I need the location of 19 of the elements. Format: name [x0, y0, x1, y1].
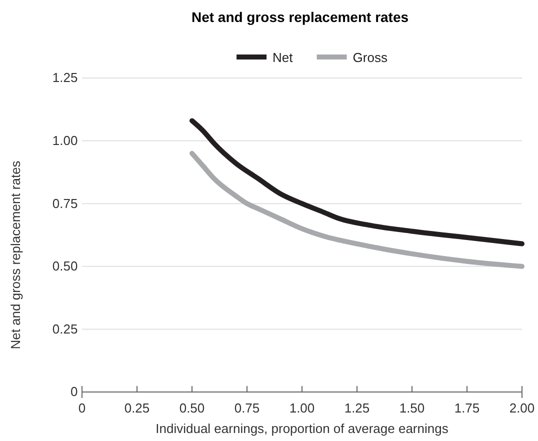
y-tick-label: 1.25: [52, 70, 78, 86]
x-tick-label: 1.75: [454, 400, 480, 416]
y-axis-title: Net and gross replacement rates: [8, 160, 23, 350]
legend-label: Net: [272, 50, 294, 65]
x-tick-label: 0.25: [124, 400, 150, 416]
y-tick-label: 1.00: [52, 132, 78, 148]
chart-title: Net and gross replacement rates: [191, 9, 409, 25]
x-tick-label: 1.50: [399, 400, 425, 416]
x-tick-label: 1.25: [344, 400, 370, 416]
x-tick-label: 0.75: [234, 400, 260, 416]
y-tick-label: 0.75: [52, 196, 78, 211]
x-tick-label: 2.00: [509, 400, 535, 416]
x-axis-title: Individual earnings, proportion of average earnings: [156, 421, 449, 436]
y-tick-label: 0: [70, 384, 78, 400]
x-tick-label: 0.50: [179, 400, 205, 416]
y-tick-label: 0.25: [52, 321, 78, 336]
legend-label: Gross: [352, 50, 388, 65]
y-tick-label: 0.50: [52, 258, 78, 274]
x-tick-label: 1.00: [289, 400, 315, 416]
